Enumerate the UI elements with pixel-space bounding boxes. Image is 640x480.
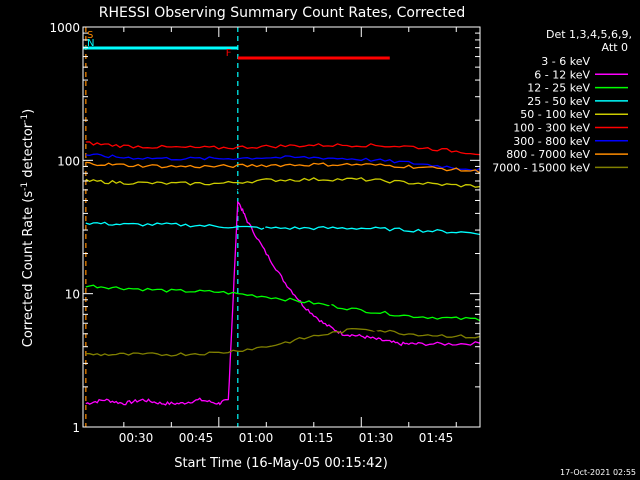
x-tick-label: 00:45 <box>179 431 214 445</box>
legend-label: 100 - 300 keV <box>513 122 590 135</box>
series-line-6 <box>85 153 480 172</box>
y-tick-label: 10 <box>65 288 80 302</box>
y-axis-label-sup2: -1 <box>20 114 30 123</box>
legend-label: 7000 - 15000 keV <box>492 161 590 174</box>
series-line-7 <box>85 161 480 174</box>
x-tick-label: 00:30 <box>119 431 154 445</box>
y-tick-label: 100 <box>57 154 80 168</box>
chart-title: RHESSI Observing Summary Count Rates, Co… <box>99 5 465 21</box>
series-line-0 <box>237 189 480 342</box>
x-tick-label: 01:15 <box>299 431 334 445</box>
y-tick-label: 1000 <box>49 21 80 35</box>
x-tick-label: 01:00 <box>239 431 274 445</box>
plot-area: SN F <box>83 27 480 427</box>
series-line-3 <box>85 221 480 236</box>
legend-header-attenuator: Att 0 <box>602 41 628 54</box>
legend-label: 12 - 25 keV <box>527 82 590 95</box>
y-tick-label: 1 <box>72 421 80 435</box>
legend-header-detectors: Det 1,3,4,5,6,9, <box>546 28 632 41</box>
plot-frame <box>82 26 481 428</box>
y-axis-label-main: Corrected Count Rate (s <box>21 191 36 348</box>
x-axis-label: Start Time (16-May-05 00:15:42) <box>174 456 388 471</box>
legend-label: 25 - 50 keV <box>527 95 590 108</box>
state-label-n: N <box>87 38 94 49</box>
series-line-5 <box>85 141 480 156</box>
legend-label: 6 - 12 keV <box>534 68 590 81</box>
x-axis: 00:30 00:45 01:00 01:15 01:30 01:45 <box>119 27 457 445</box>
y-axis-label-sup1: -1 <box>20 182 30 191</box>
y-axis: 1 10 100 1000 <box>49 21 480 435</box>
y-axis-label-end: ) <box>21 109 36 114</box>
x-tick-label: 01:45 <box>419 431 454 445</box>
series-line-1 <box>85 200 480 406</box>
legend-label: 300 - 800 keV <box>513 135 590 148</box>
y-axis-label-mid: detector <box>21 122 36 182</box>
timestamp: 17-Oct-2021 02:55 <box>560 468 636 477</box>
legend-label: 800 - 7000 keV <box>506 148 590 161</box>
x-tick-label: 01:30 <box>359 431 394 445</box>
series-line-2 <box>85 284 480 322</box>
series-line-8 <box>85 327 480 357</box>
legend-label: 50 - 100 keV <box>520 108 590 121</box>
state-label-s: S <box>87 30 93 41</box>
legend-label: 3 - 6 keV <box>541 55 590 68</box>
series-line-4 <box>85 177 480 188</box>
y-axis-label: Corrected Count Rate (s-1 detector-1) <box>20 109 36 347</box>
state-label-f: F <box>226 48 232 59</box>
